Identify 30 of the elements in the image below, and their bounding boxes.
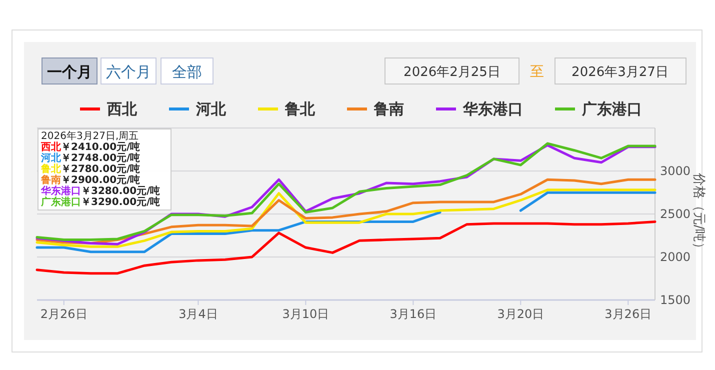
legend-label: 鲁南: [373, 100, 404, 118]
y-tick-label: 2500: [660, 207, 691, 221]
annotation: 河北￥2748.00元/吨: [40, 152, 140, 164]
y-tick-label: 2000: [660, 250, 691, 264]
x-tick-label: 3月26日: [604, 307, 652, 321]
y-tick-label: 3000: [660, 164, 691, 178]
legend-label: 西北: [106, 100, 138, 118]
legend-label: 广东港口: [581, 100, 642, 118]
annotation: 华东港口￥3280.00元/吨: [40, 185, 160, 197]
text: 六个月: [106, 63, 151, 81]
legend-label: 华东港口: [462, 100, 523, 118]
x-tick-label: 3月20日: [497, 307, 544, 321]
annotation: 广东港口￥3290.00元/吨: [40, 196, 160, 208]
annotation: 2026年3月27日,周五: [41, 130, 139, 142]
x-tick-label: 3月10日: [282, 307, 330, 321]
text: 至: [530, 64, 544, 80]
text: 一个月: [47, 63, 92, 81]
x-tick-label: 2月26日: [40, 307, 88, 321]
annotation: 西北￥2410.00元/吨: [40, 141, 140, 153]
text: 全部: [172, 63, 202, 81]
x-tick-label: 3月16日: [390, 307, 437, 321]
text: 2026年3月27日: [572, 65, 668, 80]
annotation: 鲁北￥2780.00元/吨: [40, 163, 140, 175]
annotation: 鲁南￥2900.00元/吨: [40, 174, 140, 186]
y-axis-title: 价格（元/吨）: [691, 172, 706, 256]
legend-label: 河北: [195, 100, 227, 118]
text: 2026年2月25日: [404, 65, 500, 80]
x-tick-label: 3月4日: [178, 307, 218, 321]
legend-label: 鲁北: [284, 100, 316, 118]
y-tick-label: 1500: [660, 293, 691, 307]
